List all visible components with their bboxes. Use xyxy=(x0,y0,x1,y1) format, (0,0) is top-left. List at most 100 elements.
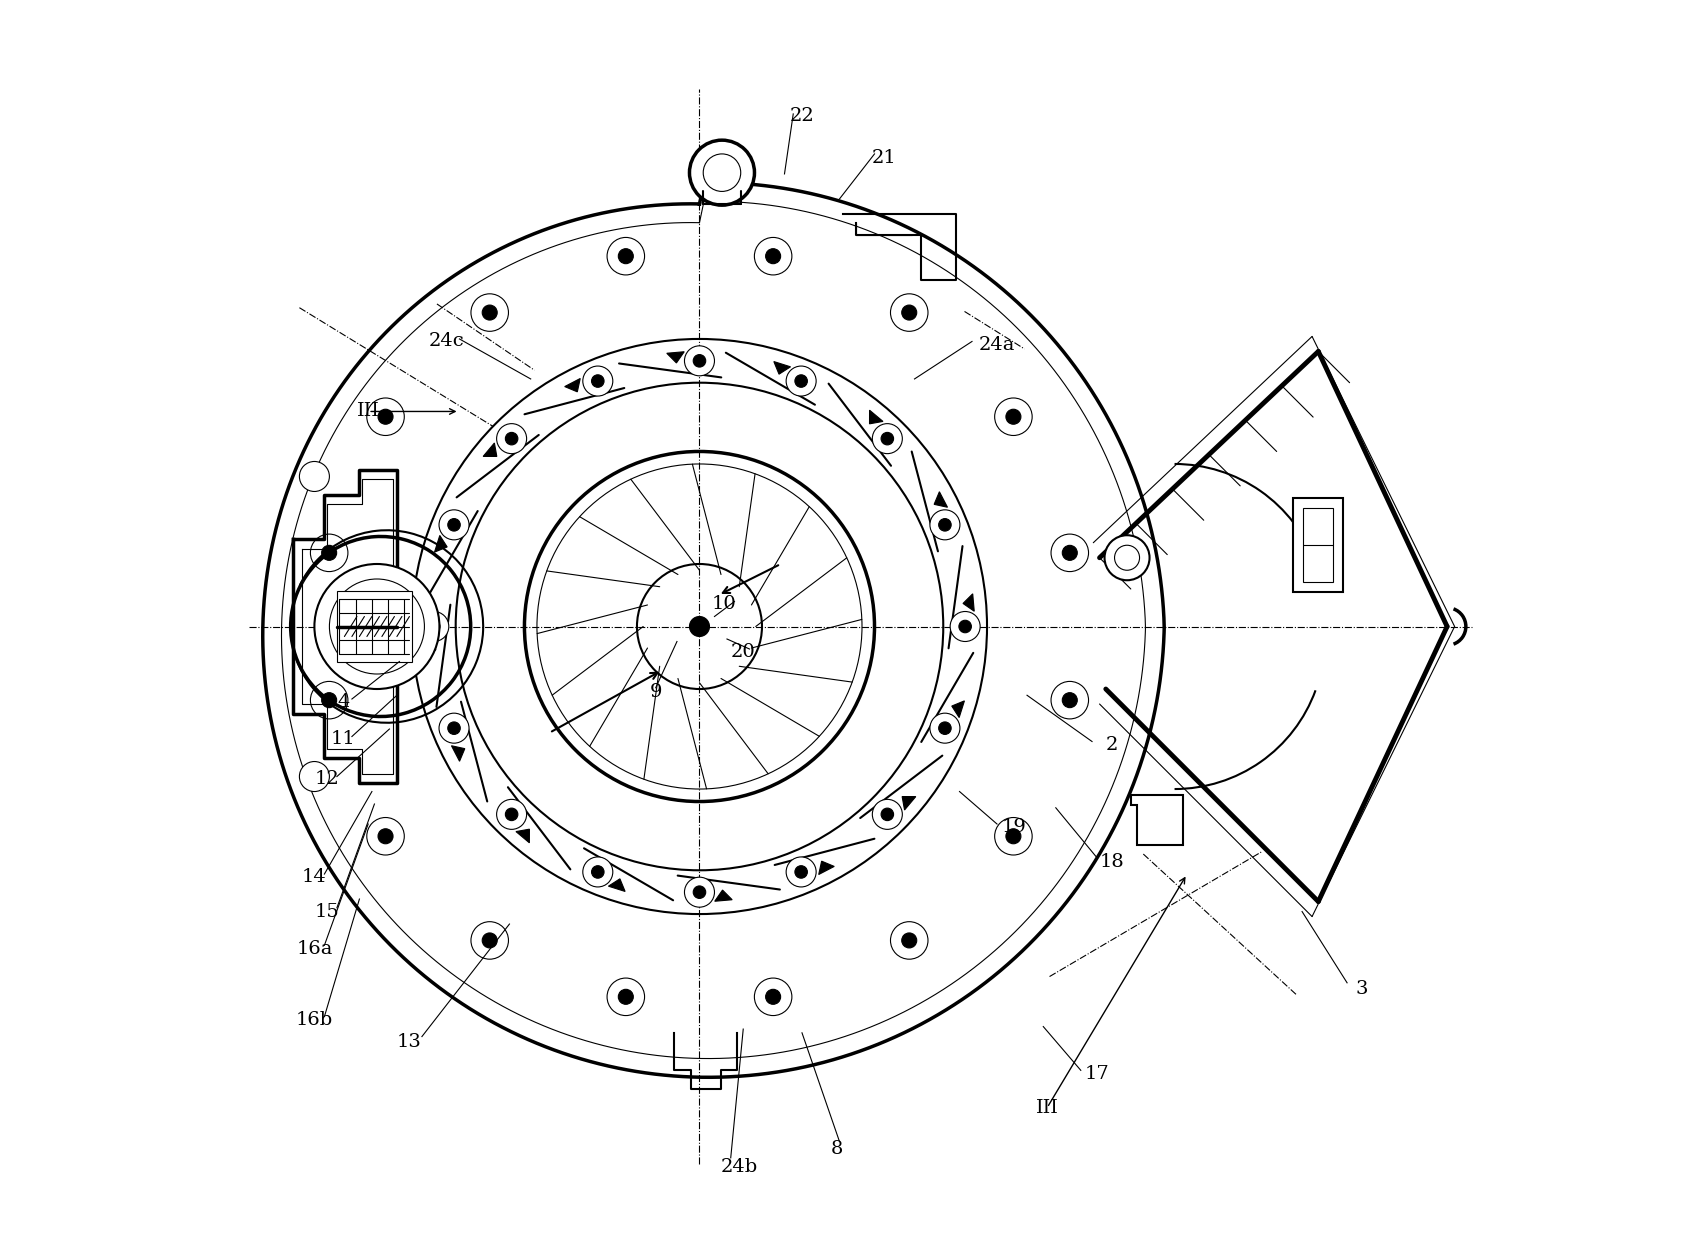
Circle shape xyxy=(591,866,604,878)
Circle shape xyxy=(367,817,404,855)
Circle shape xyxy=(482,933,498,949)
Text: 14: 14 xyxy=(302,867,326,886)
Circle shape xyxy=(937,519,951,531)
Circle shape xyxy=(1051,682,1088,719)
Circle shape xyxy=(418,611,448,642)
Circle shape xyxy=(786,857,815,887)
Text: 24b: 24b xyxy=(720,1158,757,1175)
Text: 8: 8 xyxy=(830,1140,842,1158)
Polygon shape xyxy=(424,642,436,659)
Circle shape xyxy=(496,799,526,829)
Circle shape xyxy=(693,886,705,898)
Circle shape xyxy=(786,366,815,396)
Polygon shape xyxy=(1292,499,1343,593)
Text: III: III xyxy=(1036,1099,1058,1116)
Circle shape xyxy=(871,424,902,454)
Circle shape xyxy=(1061,693,1077,708)
Polygon shape xyxy=(666,352,684,363)
Circle shape xyxy=(703,154,740,192)
Text: 16b: 16b xyxy=(295,1011,333,1029)
Polygon shape xyxy=(951,700,964,718)
Text: 3: 3 xyxy=(1355,980,1367,999)
Polygon shape xyxy=(869,410,883,424)
Circle shape xyxy=(929,510,959,540)
Circle shape xyxy=(314,564,440,689)
Text: 18: 18 xyxy=(1099,852,1124,871)
Text: 2: 2 xyxy=(1105,737,1117,754)
Circle shape xyxy=(470,922,508,960)
Polygon shape xyxy=(435,535,447,553)
FancyBboxPatch shape xyxy=(336,591,411,662)
Circle shape xyxy=(993,398,1032,436)
Circle shape xyxy=(1051,534,1088,571)
Circle shape xyxy=(871,799,902,829)
Polygon shape xyxy=(482,444,496,456)
Circle shape xyxy=(618,990,633,1005)
Circle shape xyxy=(1114,545,1139,570)
Text: 17: 17 xyxy=(1083,1065,1109,1083)
Circle shape xyxy=(1104,535,1150,580)
Circle shape xyxy=(937,722,951,734)
Circle shape xyxy=(1005,828,1020,843)
Circle shape xyxy=(689,140,754,205)
Text: 22: 22 xyxy=(790,108,813,125)
Circle shape xyxy=(958,620,971,633)
Circle shape xyxy=(754,979,791,1016)
Polygon shape xyxy=(934,491,947,507)
Polygon shape xyxy=(452,746,465,762)
Circle shape xyxy=(689,616,710,637)
Polygon shape xyxy=(773,362,790,375)
Circle shape xyxy=(482,304,498,320)
Circle shape xyxy=(379,410,392,425)
Circle shape xyxy=(591,375,604,387)
Circle shape xyxy=(438,510,469,540)
Circle shape xyxy=(321,545,336,560)
Polygon shape xyxy=(963,594,973,611)
Circle shape xyxy=(299,762,329,792)
Circle shape xyxy=(504,432,518,445)
Circle shape xyxy=(582,857,613,887)
Text: 19: 19 xyxy=(1002,817,1026,836)
Polygon shape xyxy=(818,861,834,875)
Circle shape xyxy=(890,922,927,960)
Circle shape xyxy=(606,979,644,1016)
Text: 13: 13 xyxy=(397,1032,421,1050)
Circle shape xyxy=(766,990,779,1005)
Circle shape xyxy=(438,713,469,743)
Text: 10: 10 xyxy=(711,595,737,613)
Circle shape xyxy=(428,620,440,633)
Circle shape xyxy=(504,808,518,821)
Circle shape xyxy=(902,304,917,320)
Circle shape xyxy=(618,248,633,263)
Circle shape xyxy=(470,293,508,331)
Circle shape xyxy=(496,424,526,454)
Text: 20: 20 xyxy=(730,643,756,660)
Text: 24a: 24a xyxy=(978,336,1015,355)
Circle shape xyxy=(684,346,715,376)
Circle shape xyxy=(448,519,460,531)
Circle shape xyxy=(311,534,348,571)
Circle shape xyxy=(881,432,893,445)
Polygon shape xyxy=(902,797,915,809)
Circle shape xyxy=(448,722,460,734)
Circle shape xyxy=(902,933,917,949)
Polygon shape xyxy=(564,378,581,392)
Polygon shape xyxy=(608,878,625,891)
Circle shape xyxy=(766,248,779,263)
Circle shape xyxy=(582,366,613,396)
Circle shape xyxy=(795,375,807,387)
Text: 12: 12 xyxy=(314,771,340,788)
Text: 21: 21 xyxy=(871,149,897,167)
Circle shape xyxy=(311,682,348,719)
Text: 4: 4 xyxy=(336,693,350,710)
Circle shape xyxy=(1005,410,1020,425)
Circle shape xyxy=(754,237,791,274)
Text: III: III xyxy=(357,402,379,421)
Circle shape xyxy=(367,398,404,436)
Circle shape xyxy=(890,293,927,331)
Circle shape xyxy=(1061,545,1077,560)
Polygon shape xyxy=(715,890,732,901)
Text: 16a: 16a xyxy=(295,940,333,959)
Polygon shape xyxy=(1131,796,1182,846)
Circle shape xyxy=(993,817,1032,855)
